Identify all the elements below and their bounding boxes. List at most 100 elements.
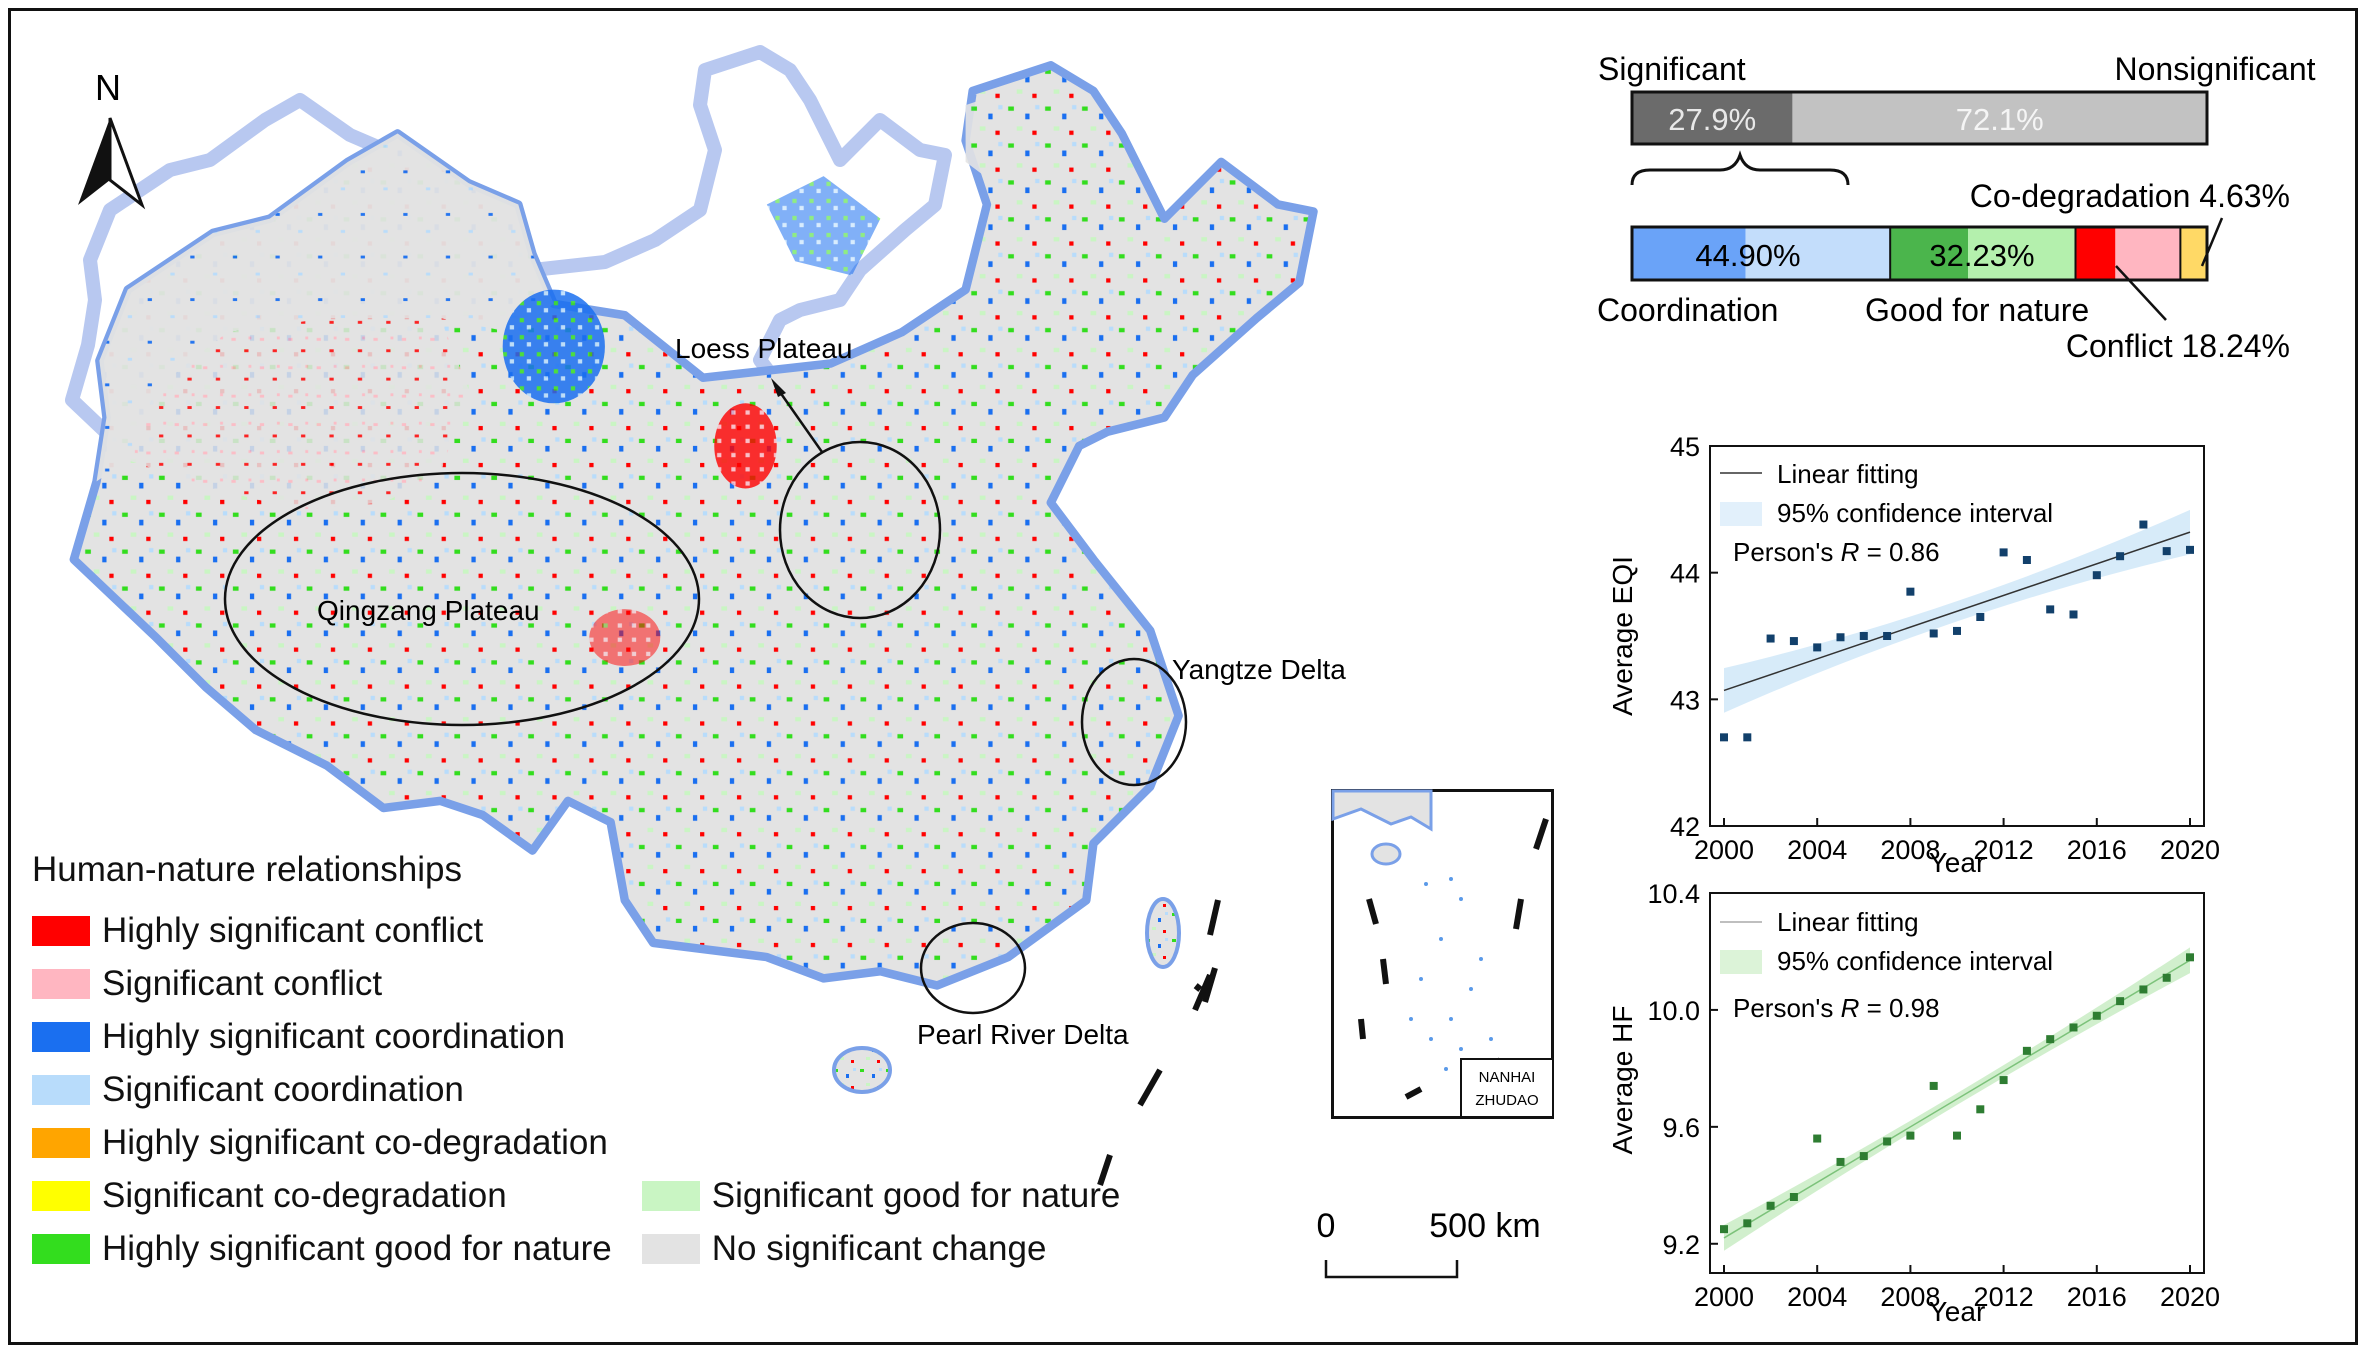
eqi-legend-ci: 95% confidence interval — [1777, 498, 2053, 528]
data-point — [1859, 632, 1868, 640]
data-point — [1906, 587, 1915, 596]
legend-right-column: Significant good for nature No significa… — [641, 904, 1121, 1275]
eqi-ylabel: Average EQI — [1607, 556, 1638, 716]
legend-label: Significant good for nature — [711, 1175, 1121, 1215]
data-point — [1883, 1137, 1892, 1146]
data-point — [2092, 571, 2101, 580]
y-tick-label: 42 — [1670, 812, 1700, 842]
scale-distance: 500 km — [1429, 1207, 1541, 1245]
boundary-dashes — [1097, 899, 1221, 1186]
loess-ellipse — [778, 440, 942, 620]
scale-bar: 0 500 km — [1317, 1207, 1541, 1279]
legend-item: Significant conflict — [32, 957, 612, 1010]
y-tick-label: 10.0 — [1647, 996, 1700, 1026]
legend-item: No significant change — [641, 1222, 1121, 1275]
data-point — [2046, 1035, 2055, 1044]
yangtze-ellipse — [1080, 657, 1188, 787]
data-point — [2046, 605, 2055, 614]
data-point — [1789, 1193, 1798, 1201]
taiwan-island — [1145, 897, 1181, 969]
data-point — [1929, 1081, 1938, 1090]
label-loess-plateau: Loess Plateau — [675, 333, 852, 364]
significant-label: Significant — [1598, 51, 1746, 87]
data-point — [2116, 552, 2125, 561]
legend-swatch — [32, 1021, 90, 1052]
inset-label-line1: NANHAI — [1479, 1069, 1536, 1086]
data-point — [1859, 1152, 1868, 1161]
data-point — [1929, 629, 1938, 638]
legend: Human-nature relationships Highly signif… — [32, 850, 1120, 1275]
data-point — [1999, 548, 2008, 557]
legend-item: Highly significant conflict — [32, 904, 612, 957]
data-point — [1836, 633, 1845, 642]
scale-zero: 0 — [1317, 1207, 1336, 1245]
legend-item: Highly significant co-degradation — [32, 1116, 612, 1169]
coordination-label: Coordination — [1597, 292, 1778, 328]
data-point — [2162, 547, 2171, 556]
eqi-xlabel: Year — [1929, 847, 1986, 878]
good-segment — [1968, 227, 2076, 280]
nonsignificant-segment — [1792, 92, 2207, 144]
data-point — [1720, 1225, 1728, 1234]
data-point — [1789, 637, 1798, 646]
legend-swatch — [32, 915, 90, 946]
coordination-high-segment — [1632, 227, 1746, 280]
legend-swatch — [32, 1127, 90, 1158]
legend-item: Significant co-degradation — [32, 1169, 612, 1222]
label-yangtze-delta: Yangtze Delta — [1172, 654, 1346, 685]
x-tick-label: 2020 — [2160, 1282, 2220, 1312]
data-point — [1766, 1201, 1775, 1210]
eqi-fit-line — [1723, 531, 2191, 692]
data-point — [2069, 1023, 2078, 1032]
y-tick-label: 9.2 — [1662, 1230, 1700, 1260]
coordination-value: 44.90% — [1695, 238, 1800, 273]
legend-label: Highly significant good for nature — [102, 1228, 612, 1268]
legend-swatch — [32, 968, 90, 999]
data-point — [1906, 1131, 1915, 1140]
data-point — [2092, 1011, 2101, 1020]
y-tick-label: 45 — [1670, 432, 1700, 462]
x-tick-label: 2000 — [1694, 835, 1754, 865]
legend-label: Highly significant conflict — [102, 910, 484, 950]
conflict-label: Conflict 18.24% — [2066, 328, 2290, 364]
legend-swatch — [641, 1180, 700, 1211]
pearl-ellipse — [919, 921, 1027, 1015]
label-qingzang-plateau: Qingzang Plateau — [317, 595, 540, 626]
legend-label: Highly significant co-degradation — [102, 1122, 608, 1162]
data-point — [1976, 1105, 1985, 1114]
legend-swatch — [32, 1233, 90, 1264]
data-point — [2022, 1046, 2031, 1055]
legend-item: Highly significant coordination — [32, 1010, 612, 1063]
x-tick-label: 2008 — [1880, 835, 1940, 865]
share-bars: Significant Nonsignificant 27.9% 72.1% 4… — [1597, 51, 2316, 364]
coordination-segment — [1745, 227, 1891, 280]
data-point — [1743, 733, 1752, 742]
data-point — [1953, 626, 1961, 635]
brace — [1630, 150, 1850, 186]
good-high-segment — [1890, 227, 1969, 280]
hf-xlabel: Year — [1929, 1296, 1986, 1327]
legend-label: Significant conflict — [102, 963, 383, 1003]
good-value: 32.23% — [1929, 238, 2034, 273]
legend-label: Highly significant coordination — [102, 1016, 566, 1056]
x-tick-label: 2004 — [1787, 1282, 1847, 1312]
data-point — [1813, 1134, 1822, 1143]
nonsignificant-label: Nonsignificant — [2115, 51, 2316, 87]
legend-swatch — [32, 1074, 90, 1105]
data-point — [2139, 985, 2148, 994]
legend-item: Significant coordination — [32, 1063, 612, 1116]
label-pearl-river-delta: Pearl River Delta — [917, 1019, 1129, 1050]
eqi-legend-fit: Linear fitting — [1777, 459, 1919, 489]
qingzang-ellipse — [223, 471, 701, 727]
data-point — [2139, 520, 2148, 529]
conflict-segment — [2115, 227, 2181, 280]
hf-fit-line — [1723, 959, 2191, 1239]
north-arrow-icon: N — [78, 67, 146, 210]
figure-frame — [8, 8, 2358, 1345]
hf-legend-fit: Linear fitting — [1777, 907, 1919, 937]
data-point — [1999, 1076, 2008, 1085]
data-point — [1720, 733, 1728, 742]
hainan-island — [832, 1046, 892, 1094]
south-china-sea-inset: NANHAI ZHUDAO — [1331, 789, 1554, 1119]
legend-title: Human-nature relationships — [32, 850, 462, 889]
